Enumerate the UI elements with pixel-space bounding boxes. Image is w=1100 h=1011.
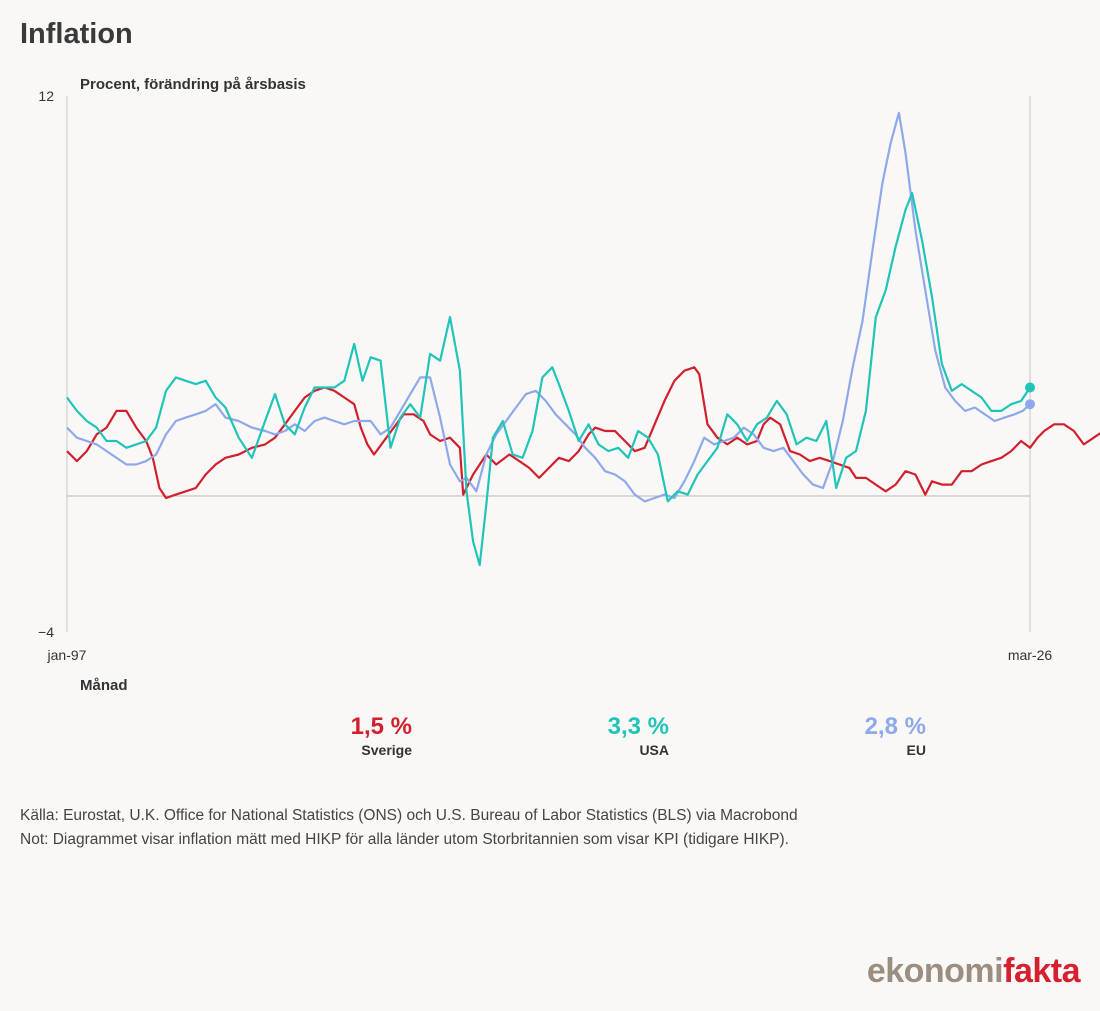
method-note: Not: Diagrammet visar inflation mätt med… bbox=[20, 831, 789, 848]
legend-eu: 2,8 % EU bbox=[766, 712, 926, 758]
x-tick-label-end: mar-26 bbox=[1008, 647, 1053, 663]
x-axis-label: Månad bbox=[80, 677, 128, 694]
footer: Källa: Eurostat, U.K. Office for Nationa… bbox=[20, 804, 798, 852]
series-end-marker-eu bbox=[1025, 399, 1035, 410]
series-layer bbox=[66, 111, 1100, 567]
legend-eu-name: EU bbox=[906, 742, 926, 758]
page-title: Inflation bbox=[20, 18, 133, 50]
logo-part-2: fakta bbox=[1003, 952, 1080, 990]
legend-usa: 3,3 % USA bbox=[509, 712, 669, 758]
ekonomifakta-logo: ekonomifakta bbox=[866, 952, 1081, 991]
legend-sverige: 1,5 % Sverige bbox=[252, 712, 412, 758]
series-line-eu bbox=[66, 111, 1031, 503]
legend-sverige-value: 1,5 % bbox=[350, 713, 412, 740]
series-end-marker-usa bbox=[1025, 382, 1035, 393]
y-axis-label: Procent, förändring på årsbasis bbox=[80, 76, 306, 93]
source-note: Källa: Eurostat, U.K. Office for Nationa… bbox=[20, 807, 798, 824]
y-tick-label-min: −4 bbox=[38, 624, 54, 640]
logo-part-1: ekonomi bbox=[866, 952, 1004, 990]
series-line-usa bbox=[66, 192, 1031, 567]
x-tick-label-start: jan-97 bbox=[47, 647, 87, 663]
line-chart: Procent, förändring på årsbasis 12 −4 ja… bbox=[38, 76, 1100, 694]
legend-sverige-name: Sverige bbox=[361, 742, 412, 758]
legend-usa-value: 3,3 % bbox=[607, 713, 669, 740]
y-tick-label-max: 12 bbox=[38, 88, 54, 104]
legend-eu-value: 2,8 % bbox=[864, 713, 926, 740]
legend-usa-name: USA bbox=[639, 742, 669, 758]
series-line-sverige bbox=[66, 366, 1100, 500]
